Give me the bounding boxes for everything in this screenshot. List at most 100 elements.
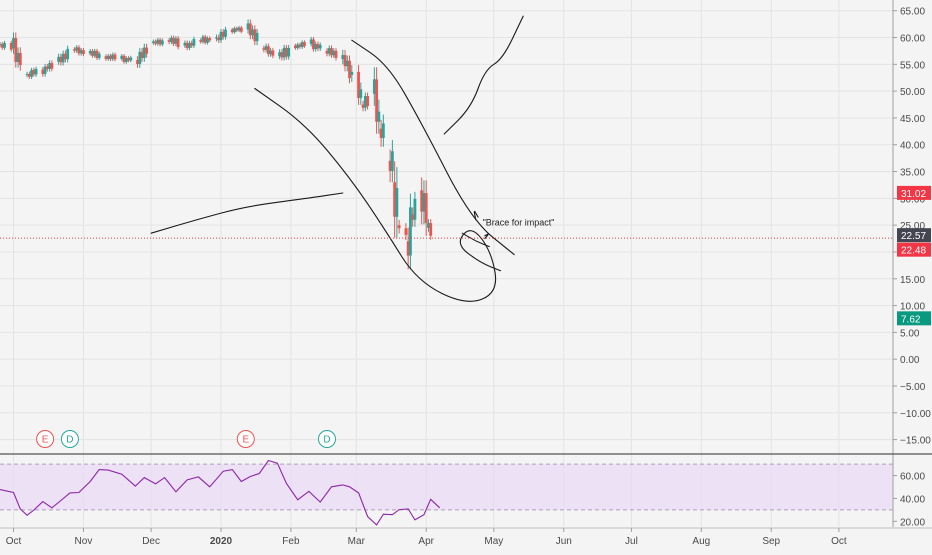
candle-body: [50, 63, 54, 69]
candle: [14, 32, 18, 68]
candle: [264, 43, 268, 53]
candle: [361, 101, 365, 112]
x-tick-label: Aug: [692, 536, 710, 547]
candle-body: [16, 52, 20, 63]
candle: [411, 207, 415, 227]
candle-body: [12, 38, 15, 49]
candle-body: [154, 41, 157, 44]
candle: [48, 60, 52, 72]
price-marker: 22.48: [897, 242, 931, 257]
candle-body: [32, 70, 36, 75]
candle: [158, 37, 162, 47]
candle-body: [34, 68, 38, 75]
candle-body: [61, 53, 65, 63]
candle-body: [359, 89, 363, 98]
candle-body: [424, 193, 428, 224]
candle: [379, 119, 383, 147]
candle-body: [372, 79, 376, 94]
rsi-band: [0, 464, 893, 510]
candle: [343, 49, 347, 72]
candle: [381, 114, 385, 147]
candle: [41, 67, 45, 77]
candle-body: [271, 50, 275, 56]
candle-body: [199, 40, 203, 42]
candle: [253, 25, 257, 46]
y-tick-label: 60.00: [900, 34, 925, 45]
candle-body: [30, 70, 33, 77]
candle: [73, 47, 76, 53]
candle-body: [122, 55, 126, 63]
candle: [124, 56, 128, 64]
candle: [303, 40, 306, 48]
candle: [190, 40, 194, 48]
candle-body: [77, 47, 81, 54]
candle: [341, 49, 345, 65]
candle-body: [176, 38, 180, 48]
candle-body: [93, 50, 97, 56]
candle: [82, 48, 85, 57]
y-tick-label: 5.00: [900, 328, 920, 339]
candle-body: [142, 47, 146, 59]
candle: [77, 45, 81, 56]
x-tick-label: Jul: [625, 536, 638, 547]
candle-body: [111, 54, 115, 60]
candle: [246, 19, 250, 34]
candle-body: [413, 198, 417, 220]
candle: [25, 71, 29, 78]
candle-body: [388, 160, 392, 171]
y-tick-label: 0.00: [900, 355, 920, 366]
y-tick-label: 65.00: [900, 7, 925, 18]
candle-body: [138, 51, 142, 65]
candle: [348, 55, 351, 84]
candle-body: [303, 42, 306, 47]
candle-body: [224, 29, 227, 37]
price-marker-bg: [897, 242, 931, 257]
y-tick-label: 25.00: [900, 221, 925, 232]
candle: [429, 219, 433, 240]
candle: [280, 49, 284, 61]
price-marker-label: 22.48: [901, 246, 926, 257]
candle-body: [0, 44, 4, 48]
candle: [208, 36, 212, 43]
candle-body: [192, 39, 196, 46]
candle-body: [248, 23, 252, 36]
candle-body: [106, 55, 110, 59]
candle: [296, 42, 300, 50]
candle: [172, 35, 176, 47]
candle-body: [75, 47, 79, 51]
candle: [413, 191, 417, 227]
candle-body: [230, 29, 234, 33]
y-tick-label: 35.00: [900, 168, 925, 179]
candle-body: [43, 66, 47, 75]
candle-body: [82, 50, 85, 55]
candle: [203, 34, 207, 45]
candle: [266, 43, 270, 57]
candle-body: [266, 46, 270, 55]
x-tick-label: Nov: [75, 536, 93, 547]
candle: [93, 48, 97, 58]
candle: [233, 26, 236, 34]
candle: [282, 44, 286, 61]
candle-body: [217, 37, 221, 41]
candle-body: [253, 29, 257, 42]
candle: [406, 227, 410, 270]
candle: [269, 47, 273, 57]
candle: [154, 39, 157, 46]
candle-body: [140, 51, 144, 59]
candle-body: [174, 38, 178, 44]
candle-body: [233, 28, 236, 33]
candles: [0, 19, 433, 270]
candle: [109, 53, 112, 62]
candle: [18, 47, 22, 71]
candle-body: [79, 50, 83, 54]
candle-body: [91, 50, 94, 56]
candle-body: [361, 104, 365, 108]
candle: [201, 34, 205, 44]
candle-body: [9, 42, 13, 50]
candle-body: [127, 57, 130, 61]
candle-body: [282, 47, 286, 58]
candle-body: [375, 79, 378, 122]
candle: [79, 48, 83, 56]
price-marker: 7.62: [897, 311, 931, 326]
